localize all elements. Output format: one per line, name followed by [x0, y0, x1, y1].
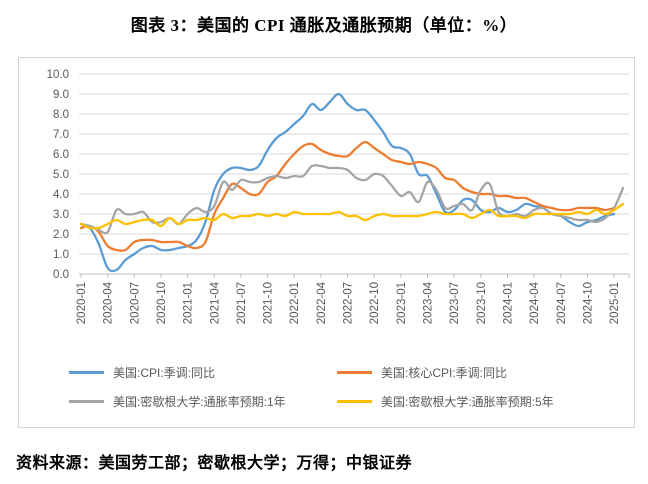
legend-item-cpi-yoy: 美国:CPI:季调:同比: [69, 358, 337, 387]
svg-text:1.0: 1.0: [53, 249, 69, 261]
svg-text:2024-10: 2024-10: [582, 282, 594, 324]
legend-label: 美国:核心CPI:季调:同比: [381, 366, 508, 380]
svg-text:2024-01: 2024-01: [502, 282, 514, 324]
svg-text:5.0: 5.0: [53, 169, 69, 181]
core-cpi-line-swatch: [337, 371, 372, 374]
svg-text:2020-07: 2020-07: [129, 282, 141, 324]
svg-text:2022-04: 2022-04: [316, 281, 328, 324]
source-note: 资料来源：美国劳工部；密歇根大学；万得；中银证券: [16, 455, 413, 472]
svg-text:7.0: 7.0: [53, 129, 69, 141]
svg-text:2023-04: 2023-04: [423, 281, 435, 324]
legend-item-michigan-1y: 美国:密歇根大学:通胀率预期:1年: [69, 387, 337, 416]
svg-text:2020-04: 2020-04: [103, 281, 115, 324]
svg-text:2021-04: 2021-04: [209, 281, 221, 324]
svg-text:2021-01: 2021-01: [183, 282, 195, 324]
svg-text:2023-07: 2023-07: [449, 282, 461, 324]
michigan-5y-line-swatch: [337, 400, 372, 403]
svg-text:2023-01: 2023-01: [396, 282, 408, 324]
svg-text:8.0: 8.0: [53, 109, 69, 121]
svg-text:2022-01: 2022-01: [289, 282, 301, 324]
chart-legend: 美国:CPI:季调:同比 美国:核心CPI:季调:同比 美国:密歇根大学:通胀率…: [19, 358, 634, 416]
svg-text:3.0: 3.0: [53, 209, 69, 221]
svg-text:2023-10: 2023-10: [476, 282, 488, 324]
svg-text:10.0: 10.0: [47, 69, 69, 81]
svg-text:2021-10: 2021-10: [263, 282, 275, 324]
svg-text:2024-04: 2024-04: [529, 281, 541, 324]
svg-text:2.0: 2.0: [53, 229, 69, 241]
legend-label: 美国:CPI:季调:同比: [113, 366, 216, 380]
svg-text:6.0: 6.0: [53, 149, 69, 161]
svg-text:4.0: 4.0: [53, 189, 69, 201]
svg-text:2022-07: 2022-07: [343, 282, 355, 324]
legend-label: 美国:密歇根大学:通胀率预期:1年: [113, 395, 286, 409]
svg-text:2020-10: 2020-10: [156, 282, 168, 324]
svg-text:2021-07: 2021-07: [236, 282, 248, 324]
svg-text:2025-01: 2025-01: [609, 282, 621, 324]
chart-title: 图表 3：美国的 CPI 通胀及通胀预期（单位：%）: [130, 16, 518, 35]
legend-item-core-cpi-yoy: 美国:核心CPI:季调:同比: [337, 358, 634, 387]
svg-text:2020-01: 2020-01: [76, 282, 88, 324]
cpi-line-swatch: [69, 371, 104, 374]
chart-area: 10.0 9.0 8.0 7.0 6.0 5.0 4.0 3.0 2.0 1.0 0.0 2020-0…: [18, 57, 635, 428]
legend-label: 美国:密歇根大学:通胀率预期:5年: [381, 395, 554, 409]
line-chart-plot: 10.0 9.0 8.0 7.0 6.0 5.0 4.0 3.0 2.0 1.0 0.0 2020-0…: [47, 69, 630, 324]
legend-item-michigan-5y: 美国:密歇根大学:通胀率预期:5年: [337, 387, 634, 416]
svg-text:2024-07: 2024-07: [556, 282, 568, 324]
michigan-1y-line-swatch: [69, 400, 104, 403]
svg-text:0.0: 0.0: [53, 269, 69, 281]
svg-text:2022-10: 2022-10: [369, 282, 381, 324]
svg-text:9.0: 9.0: [53, 89, 69, 101]
